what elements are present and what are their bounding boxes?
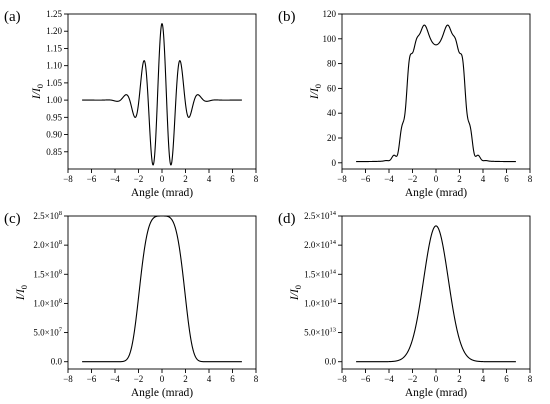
x-tick-label: −6: [87, 174, 97, 184]
x-tick-label: 6: [230, 174, 235, 184]
x-tick-label: −6: [361, 374, 371, 384]
x-axis-label: Angle (mrad): [405, 387, 467, 399]
y-tick-label: 60: [327, 83, 337, 93]
x-tick-label: 0: [160, 174, 165, 184]
panel-a: −8 −6 −4 −2 0 2 4 6 8 0.85 0.90 0.95 1.00 1.05 1.10 1.1…: [4, 9, 259, 199]
y-tick-label: 40: [327, 108, 337, 118]
x-tick-label: 4: [207, 374, 212, 384]
x-tick-label: 0: [434, 174, 439, 184]
x-tick-label: 0: [160, 374, 165, 384]
series-line: [81, 23, 243, 166]
x-tick-label: 6: [230, 374, 235, 384]
y-tick-label: 1.10: [46, 61, 62, 71]
x-tick-label: −2: [408, 374, 418, 384]
y-tick-label: 1.5×108: [33, 268, 62, 279]
y-tick-label: 0.0: [325, 357, 337, 367]
x-tick-label: 8: [254, 174, 259, 184]
y-tick-label: 0: [332, 158, 337, 168]
x-tick-label: −4: [110, 174, 120, 184]
series-line: [355, 24, 517, 163]
y-tick-label: 1.00: [46, 95, 62, 105]
x-tick-label: −4: [384, 374, 394, 384]
y-tick-label: 1.0×1014: [304, 297, 337, 308]
y-tick-label: 2.5×108: [33, 210, 62, 221]
x-tick-label: 2: [183, 374, 188, 384]
y-tick-label: 120: [323, 9, 337, 19]
y-tick-label: 0.85: [46, 147, 62, 157]
x-tick-label: −2: [408, 174, 418, 184]
plot-frame: [67, 13, 257, 170]
panel-label: (d): [278, 211, 296, 227]
plot-frame: [341, 215, 531, 370]
x-tick-label: −4: [384, 174, 394, 184]
x-tick-label: −6: [87, 374, 97, 384]
x-tick-label: −6: [361, 174, 371, 184]
x-tick-label: 4: [481, 174, 486, 184]
y-tick-label: 5.0×107: [33, 327, 62, 338]
y-tick-label: 0.0: [51, 357, 63, 367]
panel-label: (c): [4, 211, 21, 227]
x-tick-label: −8: [63, 174, 73, 184]
y-tick-label: 100: [323, 34, 337, 44]
x-tick-label: 8: [254, 374, 259, 384]
y-tick-label: 1.5×1014: [304, 268, 337, 279]
panel-label: (a): [4, 9, 21, 25]
x-tick-label: −4: [110, 374, 120, 384]
y-axis-label: I/I0: [31, 84, 45, 100]
panel-c: −8 −6 −4 −2 0 2 4 6 8 0.0 5.0×107 1.0×108 1.5×108 2.0…: [4, 210, 259, 399]
x-tick-label: −8: [337, 374, 347, 384]
x-tick-label: 8: [528, 374, 533, 384]
y-axis-label: I/I0: [15, 285, 29, 301]
y-tick-label: 2.5×1014: [304, 210, 337, 221]
x-tick-label: −2: [134, 174, 144, 184]
y-tick-label: 2.0×108: [33, 239, 62, 250]
y-axis-label: I/I0: [309, 84, 323, 100]
panel-d: −8 −6 −4 −2 0 2 4 6 8 0.0 5.0×1013 1.0×1014 1.5×1014…: [278, 210, 533, 399]
y-tick-label: 2.0×1014: [304, 239, 337, 250]
plot-frame: [67, 215, 257, 370]
y-axis-label: I/I0: [289, 285, 303, 301]
y-tick-label: 1.05: [46, 78, 62, 88]
y-tick-label: 0.95: [46, 112, 62, 122]
x-tick-label: −2: [134, 374, 144, 384]
x-tick-label: 8: [528, 174, 533, 184]
x-tick-label: 6: [504, 174, 509, 184]
x-tick-label: 2: [183, 174, 188, 184]
x-tick-label: −8: [63, 374, 73, 384]
x-axis-label: Angle (mrad): [405, 187, 467, 199]
x-tick-label: 0: [434, 374, 439, 384]
x-axis-label: Angle (mrad): [131, 187, 193, 199]
y-tick-label: 1.25: [46, 9, 62, 19]
series-line: [81, 215, 243, 363]
y-tick-label: 0.90: [46, 130, 62, 140]
y-tick-label: 80: [327, 59, 337, 69]
series-line: [355, 225, 517, 363]
x-tick-label: 4: [481, 374, 486, 384]
y-tick-label: 1.0×108: [33, 297, 62, 308]
x-tick-label: 6: [504, 374, 509, 384]
x-tick-label: −8: [337, 174, 347, 184]
y-tick-label: 5.0×1013: [304, 327, 336, 338]
x-tick-label: 4: [207, 174, 212, 184]
y-tick-label: 1.15: [46, 43, 62, 53]
y-tick-label: 1.20: [46, 26, 62, 36]
x-axis-label: Angle (mrad): [131, 387, 193, 399]
x-tick-label: 2: [457, 174, 462, 184]
y-tick-label: 20: [327, 133, 337, 143]
panel-label: (b): [278, 9, 296, 25]
plot-frame: [341, 13, 531, 170]
x-tick-label: 2: [457, 374, 462, 384]
